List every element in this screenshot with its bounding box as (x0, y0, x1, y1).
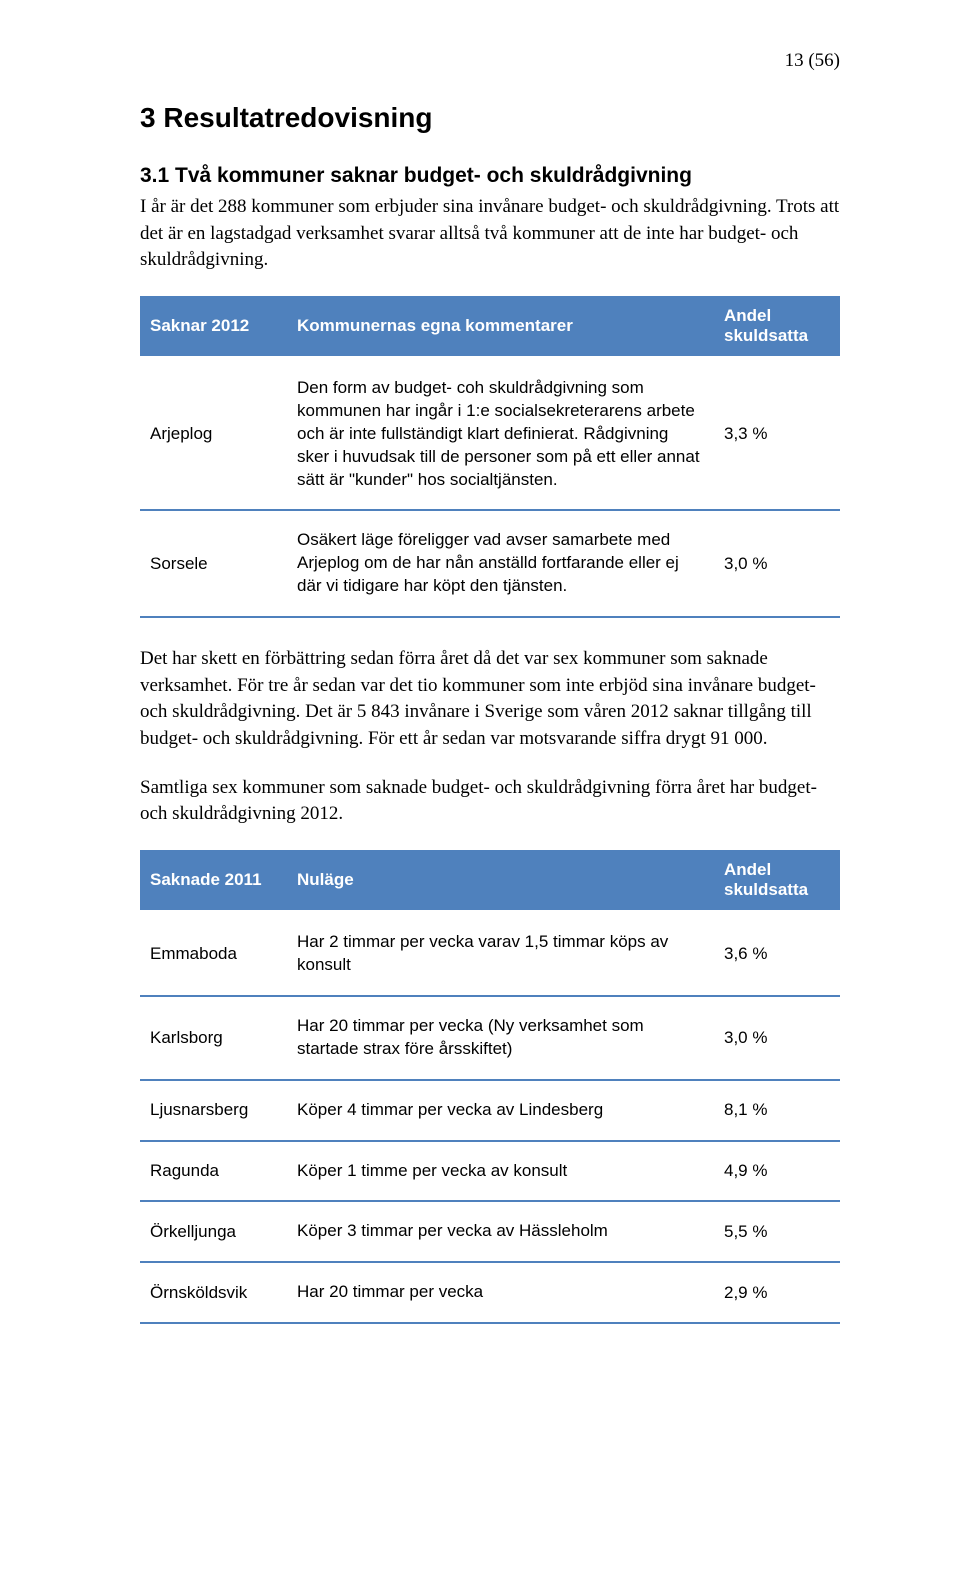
cell-comment: Har 2 timmar per vecka varav 1,5 timmar … (287, 911, 714, 995)
table-row: Emmaboda Har 2 timmar per vecka varav 1,… (140, 911, 840, 995)
cell-comment: Den form av budget- coh skuldrådgivning … (287, 357, 714, 510)
cell-name: Örnsköldsvik (140, 1262, 287, 1323)
cell-name: Ragunda (140, 1141, 287, 1202)
cell-comment: Köper 1 timme per vecka av konsult (287, 1141, 714, 1202)
th-col1: Saknade 2011 (140, 850, 287, 912)
table-saknar-2012: Saknar 2012 Kommunernas egna kommentarer… (140, 296, 840, 619)
table-row: Arjeplog Den form av budget- coh skuldrå… (140, 357, 840, 510)
table-header-row: Saknade 2011 Nuläge Andel skuldsatta (140, 850, 840, 912)
cell-name: Sorsele (140, 510, 287, 617)
cell-value: 3,0 % (714, 996, 840, 1080)
cell-value: 3,3 % (714, 357, 840, 510)
table-row: Örkelljunga Köper 3 timmar per vecka av … (140, 1201, 840, 1262)
subsection-heading: 3.1 Två kommuner saknar budget- och skul… (140, 164, 840, 188)
th-col1: Saknar 2012 (140, 296, 287, 358)
cell-value: 3,6 % (714, 911, 840, 995)
table-row: Örnsköldsvik Har 20 timmar per vecka 2,9… (140, 1262, 840, 1323)
cell-name: Örkelljunga (140, 1201, 287, 1262)
cell-name: Karlsborg (140, 996, 287, 1080)
document-page: 13 (56) 3 Resultatredovisning 3.1 Två ko… (0, 0, 960, 1412)
cell-comment: Köper 3 timmar per vecka av Hässleholm (287, 1201, 714, 1262)
table-row: Sorsele Osäkert läge föreligger vad avse… (140, 510, 840, 617)
table-row: Ljusnarsberg Köper 4 timmar per vecka av… (140, 1080, 840, 1141)
cell-value: 5,5 % (714, 1201, 840, 1262)
cell-value: 2,9 % (714, 1262, 840, 1323)
table-row: Karlsborg Har 20 timmar per vecka (Ny ve… (140, 996, 840, 1080)
body-paragraph: Samtliga sex kommuner som saknade budget… (140, 775, 840, 828)
th-col2: Kommunernas egna kommentarer (287, 296, 714, 358)
cell-comment: Har 20 timmar per vecka (Ny verksamhet s… (287, 996, 714, 1080)
table-saknade-2011: Saknade 2011 Nuläge Andel skuldsatta Emm… (140, 850, 840, 1325)
cell-value: 8,1 % (714, 1080, 840, 1141)
th-col3: Andel skuldsatta (714, 850, 840, 912)
table-header-row: Saknar 2012 Kommunernas egna kommentarer… (140, 296, 840, 358)
cell-comment: Osäkert läge föreligger vad avser samarb… (287, 510, 714, 617)
page-number: 13 (56) (140, 50, 840, 72)
cell-comment: Har 20 timmar per vecka (287, 1262, 714, 1323)
th-col2: Nuläge (287, 850, 714, 912)
body-paragraph: Det har skett en förbättring sedan förra… (140, 646, 840, 752)
cell-comment: Köper 4 timmar per vecka av Lindesberg (287, 1080, 714, 1141)
cell-name: Arjeplog (140, 357, 287, 510)
table-row: Ragunda Köper 1 timme per vecka av konsu… (140, 1141, 840, 1202)
cell-value: 3,0 % (714, 510, 840, 617)
section-heading: 3 Resultatredovisning (140, 102, 840, 134)
intro-paragraph: I år är det 288 kommuner som erbjuder si… (140, 194, 840, 274)
cell-name: Emmaboda (140, 911, 287, 995)
th-col3: Andel skuldsatta (714, 296, 840, 358)
cell-value: 4,9 % (714, 1141, 840, 1202)
cell-name: Ljusnarsberg (140, 1080, 287, 1141)
